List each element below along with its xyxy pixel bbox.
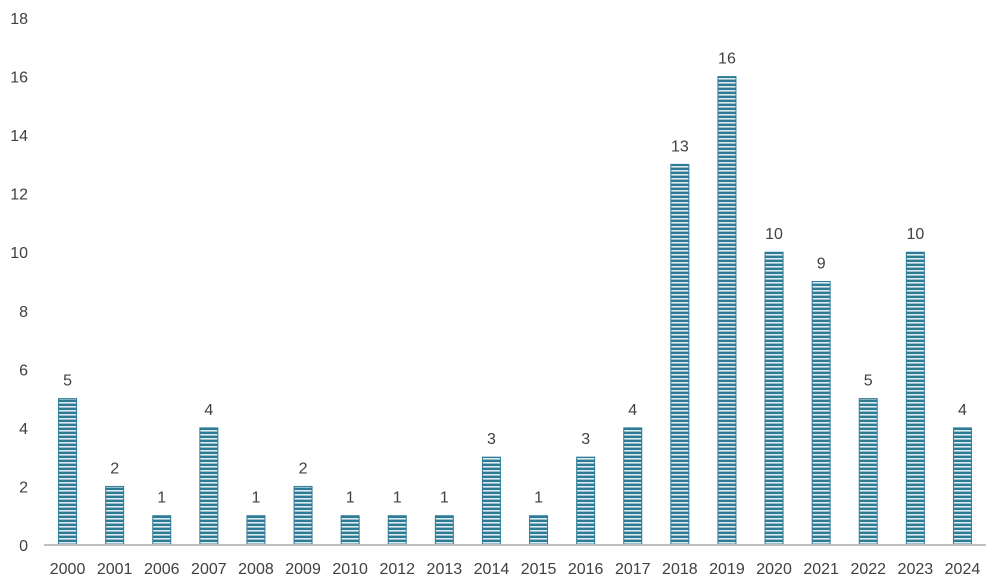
y-tick-label: 14: [10, 128, 28, 145]
x-tick-label: 2015: [521, 561, 557, 578]
x-tick-label: 2008: [238, 561, 274, 578]
x-tick-label: 2009: [285, 561, 321, 578]
data-label-2024: 4: [958, 402, 967, 419]
bar-2009: [293, 485, 313, 546]
x-tick-label: 2024: [945, 561, 981, 578]
x-tick-label: 2016: [568, 561, 604, 578]
data-label-2007: 4: [204, 402, 213, 419]
bar-2023: [905, 251, 925, 546]
x-tick-label: 2021: [803, 561, 839, 578]
x-tick-label: 2007: [191, 561, 227, 578]
x-tick-label: 2006: [144, 561, 180, 578]
y-tick-label: 6: [19, 362, 28, 379]
x-tick-label: 2013: [427, 561, 463, 578]
x-tick-label: 2020: [756, 561, 792, 578]
bar-2007: [199, 427, 219, 546]
bar-2006: [152, 515, 172, 546]
data-label-2023: 10: [906, 226, 924, 243]
x-tick-label: 2017: [615, 561, 651, 578]
bar-2024: [952, 427, 972, 546]
bar-2016: [576, 456, 596, 546]
x-tick-label: 2018: [662, 561, 698, 578]
bar-2001: [105, 485, 125, 546]
data-label-2016: 3: [581, 431, 590, 448]
bar-2000: [58, 398, 78, 546]
x-tick-label: 2000: [50, 561, 86, 578]
bar-2017: [623, 427, 643, 546]
data-label-2021: 9: [817, 256, 826, 273]
data-label-2000: 5: [63, 373, 72, 390]
bar-2018: [670, 163, 690, 546]
bar-2008: [246, 515, 266, 546]
bar-2015: [529, 515, 549, 546]
y-tick-label: 8: [19, 304, 28, 321]
data-label-2013: 1: [440, 490, 449, 507]
data-label-2022: 5: [864, 373, 873, 390]
bar-2014: [481, 456, 501, 546]
x-tick-label: 2014: [474, 561, 510, 578]
bar-2019: [717, 76, 737, 546]
data-label-2019: 16: [718, 51, 736, 68]
data-label-2018: 13: [671, 138, 689, 155]
data-label-2012: 1: [393, 490, 402, 507]
data-label-2009: 2: [299, 460, 308, 477]
x-tick-label: 2001: [97, 561, 133, 578]
y-tick-label: 16: [10, 70, 28, 87]
x-tick-label: 2022: [850, 561, 886, 578]
data-label-2020: 10: [765, 226, 783, 243]
x-tick-label: 2019: [709, 561, 745, 578]
y-tick-label: 18: [10, 11, 28, 28]
data-label-2010: 1: [346, 490, 355, 507]
x-axis: 2000 2001 2006 2007 2008 2009 2010 2012 2013 2014…: [44, 544, 986, 578]
data-label-2008: 1: [251, 490, 260, 507]
data-label-2006: 1: [157, 490, 166, 507]
y-axis: 0 2 4 6 8 10 12 14 16 18: [10, 11, 28, 555]
data-label-2015: 1: [534, 490, 543, 507]
data-label-2017: 4: [628, 402, 637, 419]
bar-2012: [387, 515, 407, 546]
x-tick-label: 2023: [898, 561, 934, 578]
y-tick-label: 2: [19, 479, 28, 496]
y-tick-label: 0: [19, 538, 28, 555]
y-tick-label: 10: [10, 245, 28, 262]
bar-2010: [340, 515, 360, 546]
x-tick-label: 2012: [379, 561, 415, 578]
y-tick-label: 12: [10, 187, 28, 204]
bar-series: [58, 76, 972, 546]
bar-2022: [858, 398, 878, 546]
data-label-2014: 3: [487, 431, 496, 448]
x-tick-label: 2010: [332, 561, 368, 578]
bar-2021: [811, 281, 831, 546]
y-tick-label: 4: [19, 421, 28, 438]
bar-2020: [764, 251, 784, 546]
bar-2013: [434, 515, 454, 546]
data-label-2001: 2: [110, 460, 119, 477]
